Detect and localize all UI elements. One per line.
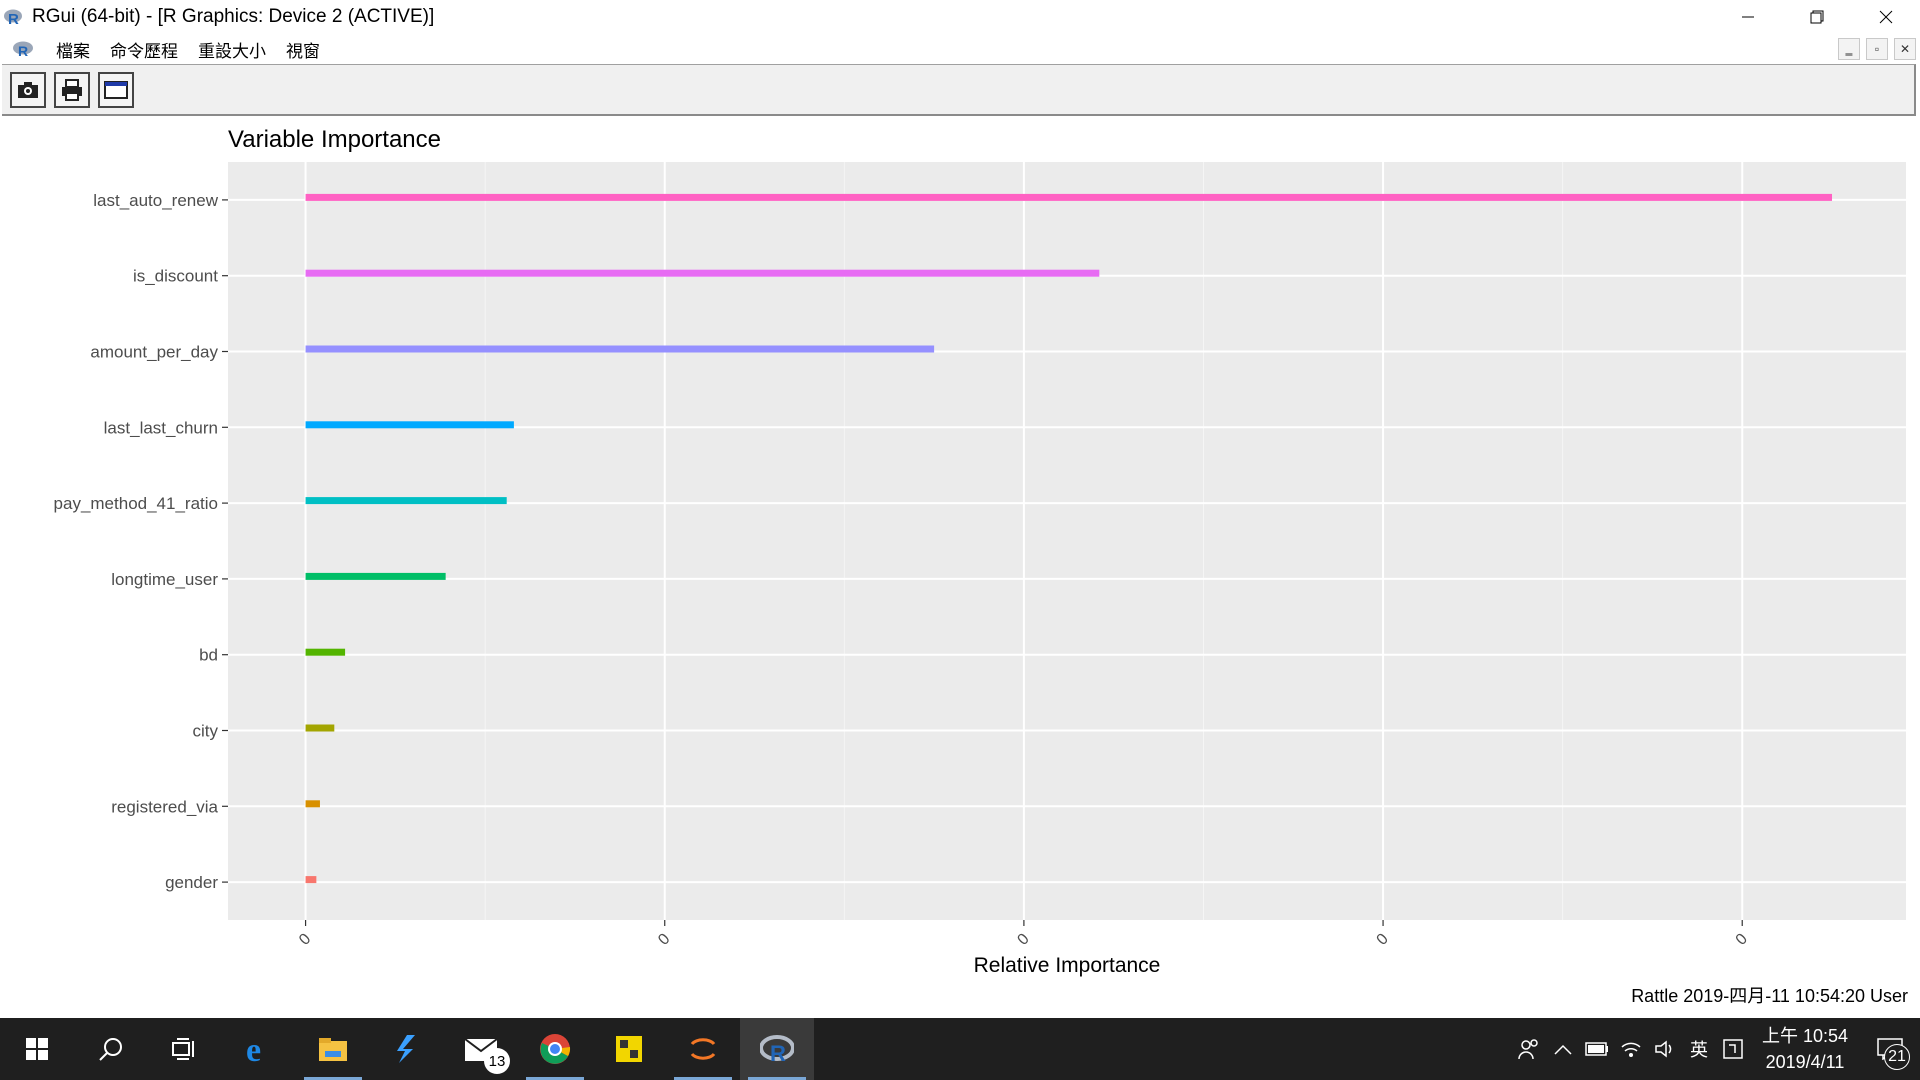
action-center-icon[interactable]: 21	[1860, 1018, 1920, 1080]
x-tick-label: 0	[655, 930, 673, 948]
clock-time: 上午 10:54	[1761, 1026, 1849, 1046]
menu-windows[interactable]: 視窗	[286, 41, 320, 62]
chart-title: Variable Importance	[228, 126, 441, 153]
clock[interactable]: 上午 10:54 2019/4/11	[1750, 1023, 1860, 1075]
x-tick-label: 0	[1374, 930, 1392, 948]
bar-is_discount	[305, 269, 1100, 277]
variable-importance-chart: last_auto_renew is_discount amount_per_day…	[54, 162, 1906, 977]
mail-icon[interactable]: 13	[444, 1018, 518, 1080]
menu-history[interactable]: 命令歷程	[110, 41, 178, 62]
start-icon[interactable]	[0, 1018, 74, 1080]
camera-icon[interactable]	[10, 71, 46, 108]
print-icon[interactable]	[54, 71, 90, 108]
visual-studio-icon[interactable]	[370, 1018, 444, 1080]
task-view-icon[interactable]	[148, 1018, 222, 1080]
close-button[interactable]	[1851, 0, 1920, 34]
y-tick-label: bd	[199, 646, 218, 665]
r-logo-icon: R	[2, 6, 24, 28]
people-icon[interactable]	[1512, 1018, 1546, 1080]
menu-file[interactable]: 檔案	[56, 41, 90, 62]
rgui-icon[interactable]: R	[740, 1018, 814, 1080]
bar-pay_method_41_ratio	[305, 497, 507, 505]
x-tick-label: 0	[296, 930, 314, 948]
wifi-icon[interactable]	[1614, 1018, 1648, 1080]
bar-city	[305, 724, 335, 732]
y-tick-label: pay_method_41_ratio	[54, 494, 218, 513]
y-tick-label: registered_via	[111, 797, 218, 816]
edge-icon[interactable]: e	[222, 1018, 296, 1080]
bar-gender	[305, 876, 317, 884]
footer-text: Rattle 2019-四月-11 10:54:20 User	[1631, 986, 1908, 1006]
restore-button[interactable]	[1782, 0, 1851, 34]
y-tick-label: is_discount	[133, 267, 218, 286]
jupyter-icon[interactable]	[666, 1018, 740, 1080]
title-bar: R RGui (64-bit) - [R Graphics: Device 2 …	[0, 0, 1920, 34]
menu-resize[interactable]: 重設大小	[198, 41, 266, 62]
app-icon[interactable]	[592, 1018, 666, 1080]
chevron-up-icon[interactable]	[1546, 1018, 1580, 1080]
svg-text:R: R	[18, 43, 28, 58]
y-tick-label: city	[193, 722, 219, 741]
svg-text:R: R	[8, 11, 19, 27]
file-explorer-icon[interactable]	[296, 1018, 370, 1080]
bar-amount_per_day	[305, 345, 935, 353]
x-axis-label: Relative Importance	[974, 954, 1161, 977]
chrome-icon[interactable]	[518, 1018, 592, 1080]
bar-last_last_churn	[305, 421, 514, 429]
y-tick-label: last_auto_renew	[93, 191, 218, 210]
window-title: RGui (64-bit) - [R Graphics: Device 2 (A…	[32, 6, 435, 27]
x-tick-label: 0	[1014, 930, 1032, 948]
y-tick-label: amount_per_day	[90, 343, 218, 362]
toolbar	[2, 64, 1916, 116]
panel-background	[228, 162, 1906, 920]
bar-longtime_user	[305, 572, 446, 580]
minimize-button[interactable]	[1713, 0, 1782, 34]
ime-indicator[interactable]: 英	[1690, 1040, 1708, 1060]
y-tick-label: longtime_user	[111, 570, 218, 589]
svg-text:e: e	[246, 1033, 261, 1065]
r-menu-icon[interactable]: R	[10, 38, 36, 60]
bar-last_auto_renew	[305, 193, 1833, 201]
window-icon[interactable]	[98, 71, 134, 108]
bar-bd	[305, 648, 346, 656]
clock-date: 2019/4/11	[1765, 1052, 1845, 1072]
battery-icon[interactable]	[1580, 1018, 1614, 1080]
y-tick-label: gender	[165, 873, 218, 892]
plot-area: last_auto_renew is_discount amount_per_day…	[0, 118, 1920, 1018]
bar-registered_via	[305, 800, 320, 808]
mdi-restore-button[interactable]: ▫	[1866, 38, 1888, 60]
mdi-close-button[interactable]: ✕	[1894, 38, 1916, 60]
mdi-minimize-button[interactable]: ‗	[1838, 38, 1860, 60]
search-icon[interactable]	[74, 1018, 148, 1080]
notification-count: 21	[1884, 1044, 1910, 1070]
menu-bar: R 檔案 命令歷程 重設大小 視窗 ‗ ▫ ✕	[0, 34, 1920, 64]
y-tick-label: last_last_churn	[104, 418, 218, 437]
ime-mode-icon[interactable]	[1716, 1018, 1750, 1080]
x-tick-label: 0	[1733, 930, 1751, 948]
mail-badge: 13	[484, 1048, 510, 1074]
volume-icon[interactable]	[1648, 1018, 1682, 1080]
taskbar: e 13 R 英	[0, 1018, 1920, 1080]
svg-text:R: R	[770, 1041, 786, 1063]
